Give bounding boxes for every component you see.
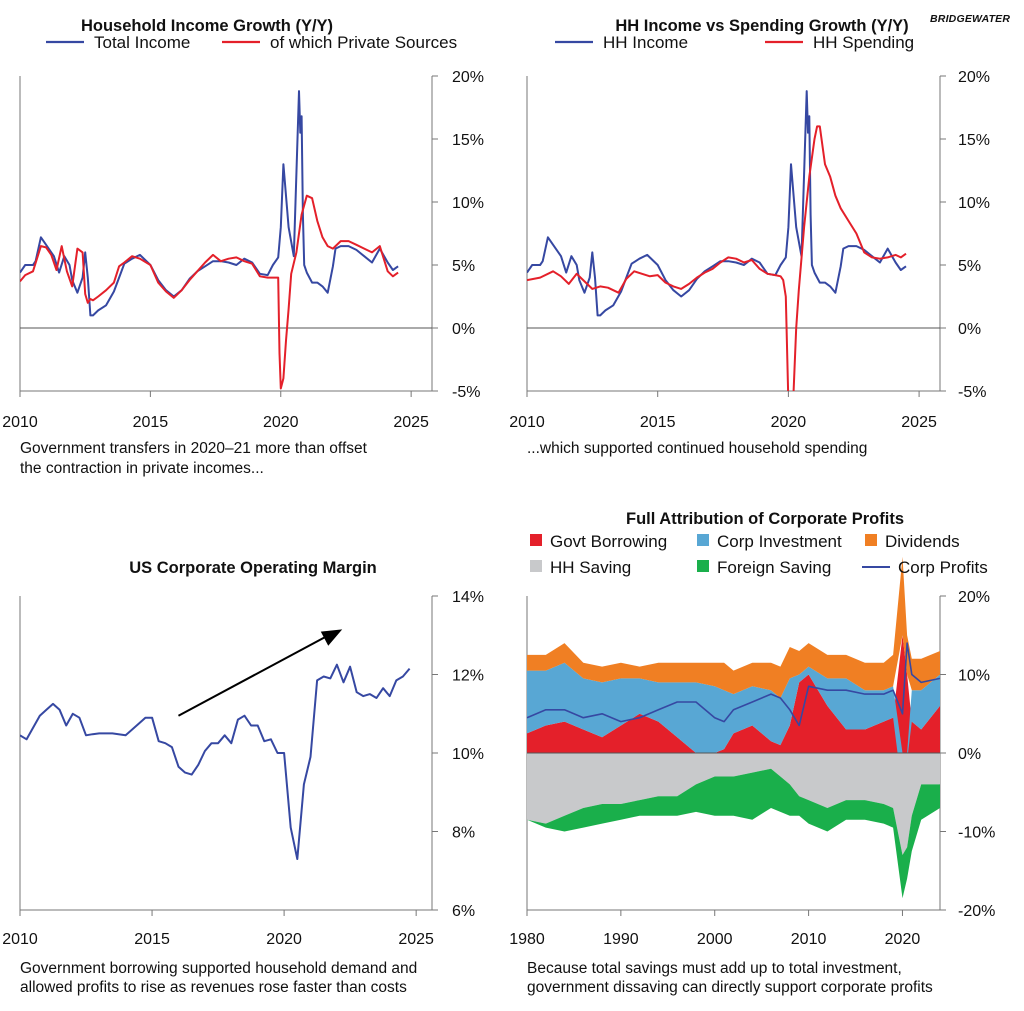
legend-swatch [530, 560, 542, 572]
y-tick-label: 8% [452, 825, 475, 842]
y-tick-label: -10% [958, 825, 995, 842]
legend-swatch [865, 534, 877, 546]
area-band-1 [527, 635, 940, 761]
x-tick-label: 2025 [398, 931, 434, 948]
x-tick-label: 2015 [133, 414, 169, 431]
legend-label: HH Spending [813, 33, 914, 52]
area-band-2 [527, 662, 940, 793]
y-tick-label: 5% [452, 258, 475, 275]
series-line-corp-profits [526, 642, 941, 727]
y-tick-label: 0% [958, 321, 981, 338]
y-tick-label: -5% [452, 384, 480, 401]
legend-swatch [530, 534, 542, 546]
area-band-4 [527, 753, 940, 855]
x-tick-label: 2020 [263, 414, 299, 431]
area-band-5 [527, 768, 940, 899]
chart-caption: Government borrowing supported household… [20, 960, 417, 977]
area-band-3 [527, 556, 940, 698]
chart-caption: the contraction in private incomes... [20, 460, 264, 477]
y-tick-label: -5% [958, 384, 986, 401]
y-tick-label: 20% [452, 69, 484, 86]
y-tick-label: 10% [958, 668, 990, 685]
legend-label: Govt Borrowing [550, 532, 667, 551]
chart-caption: Government transfers in 2020–21 more tha… [20, 440, 368, 457]
y-tick-label: 12% [452, 668, 484, 685]
trend-arrow-shaft [177, 633, 331, 717]
chart-caption: allowed profits to rise as revenues rose… [20, 979, 407, 996]
y-tick-label: 10% [452, 195, 484, 212]
y-tick-label: 5% [958, 258, 981, 275]
x-tick-label: 2000 [697, 931, 733, 948]
x-tick-label: 2020 [266, 931, 302, 948]
x-tick-label: 2010 [2, 931, 38, 948]
chart-1: Household Income Growth (Y/Y) Government … [2, 17, 484, 477]
legend-label: HH Income [603, 33, 688, 52]
chart-title: HH Income vs Spending Growth (Y/Y) [615, 17, 908, 35]
y-tick-label: 20% [958, 69, 990, 86]
chart-caption: government dissaving can directly suppor… [527, 979, 933, 996]
chart-2: HH Income vs Spending Growth (Y/Y) ...whi… [509, 17, 990, 457]
series-line-1 [20, 663, 411, 860]
legend-label: of which Private Sources [270, 33, 457, 52]
x-tick-label: 2015 [134, 931, 170, 948]
y-tick-label: 10% [452, 746, 484, 763]
legend-label: Foreign Saving [717, 558, 831, 577]
series-line-1 [527, 90, 907, 317]
brand-logo: BRIDGEWATER [930, 13, 1011, 25]
chart-title: US Corporate Operating Margin [129, 559, 377, 577]
x-tick-label: 1990 [603, 931, 639, 948]
legend-swatch [697, 534, 709, 546]
x-tick-label: 2010 [791, 931, 827, 948]
y-tick-label: 0% [452, 321, 475, 338]
x-tick-label: 2025 [393, 414, 429, 431]
chart-3: US Corporate Operating Margin Government … [2, 559, 484, 996]
x-tick-label: 1980 [509, 931, 545, 948]
chart-4: Full Attribution of Corporate Profits Bec… [509, 510, 995, 996]
series-line-2 [20, 194, 399, 390]
y-tick-label: 6% [452, 903, 475, 920]
trend-arrow-head [320, 629, 343, 646]
y-tick-label: 10% [958, 195, 990, 212]
legend-label: HH Saving [550, 558, 631, 577]
y-tick-label: 15% [452, 132, 484, 149]
x-tick-label: 2010 [509, 414, 545, 431]
legend-swatch [697, 560, 709, 572]
legend-label: Total Income [94, 33, 190, 52]
legend-label: Dividends [885, 532, 960, 551]
y-tick-label: -20% [958, 903, 995, 920]
chart-caption: Because total savings must add up to tot… [527, 960, 902, 977]
chart-caption: ...which supported continued household s… [527, 440, 867, 457]
x-tick-label: 2020 [771, 414, 807, 431]
x-tick-label: 2020 [885, 931, 921, 948]
series-line-1 [20, 90, 399, 317]
x-tick-label: 2015 [640, 414, 676, 431]
y-tick-label: 0% [958, 746, 981, 763]
x-tick-label: 2010 [2, 414, 38, 431]
legend-label: Corp Investment [717, 532, 842, 551]
chart-title: Household Income Growth (Y/Y) [81, 17, 333, 35]
x-tick-label: 2025 [901, 414, 937, 431]
legend-label: Corp Profits [898, 558, 988, 577]
y-tick-label: 20% [958, 589, 990, 606]
chart-title: Full Attribution of Corporate Profits [626, 510, 904, 528]
y-tick-label: 14% [452, 589, 484, 606]
y-tick-label: 15% [958, 132, 990, 149]
series-line-2 [527, 125, 907, 391]
